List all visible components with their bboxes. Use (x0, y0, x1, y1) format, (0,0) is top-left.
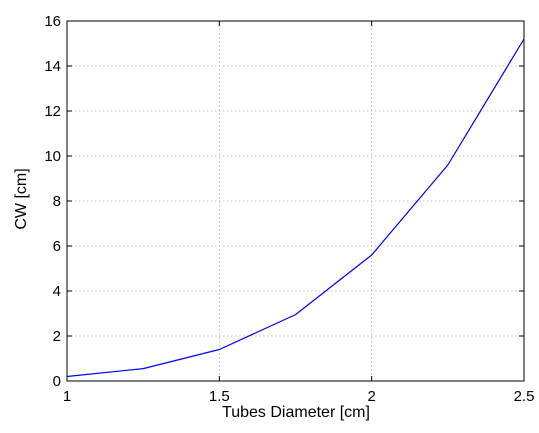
y-tick-label: 6 (53, 238, 61, 255)
y-tick-label: 4 (53, 283, 61, 300)
y-tick-label: 10 (44, 148, 61, 165)
x-tick-label: 2.5 (514, 388, 535, 405)
series-line (66, 38, 525, 378)
x-tick-label: 2 (367, 388, 375, 405)
y-tick-label: 12 (44, 103, 61, 120)
x-axis-tick-labels: 1 1.5 2 2.5 (63, 388, 535, 405)
axis-ticks (66, 20, 525, 382)
y-axis-tick-labels: 0 2 4 6 8 10 12 14 16 (44, 13, 61, 390)
y-tick-label: 16 (44, 13, 61, 30)
y-tick-label: 8 (53, 193, 61, 210)
x-axis-label: Tubes Diameter [cm] (222, 404, 370, 421)
series-layer (66, 38, 525, 378)
y-tick-label: 2 (53, 328, 61, 345)
y-tick-label: 14 (44, 58, 61, 75)
x-tick-label: 1.5 (209, 388, 230, 405)
y-tick-label: 0 (53, 373, 61, 390)
y-axis-label: CW [cm] (13, 168, 30, 229)
x-tick-label: 1 (63, 388, 71, 405)
grid-lines (67, 21, 524, 381)
